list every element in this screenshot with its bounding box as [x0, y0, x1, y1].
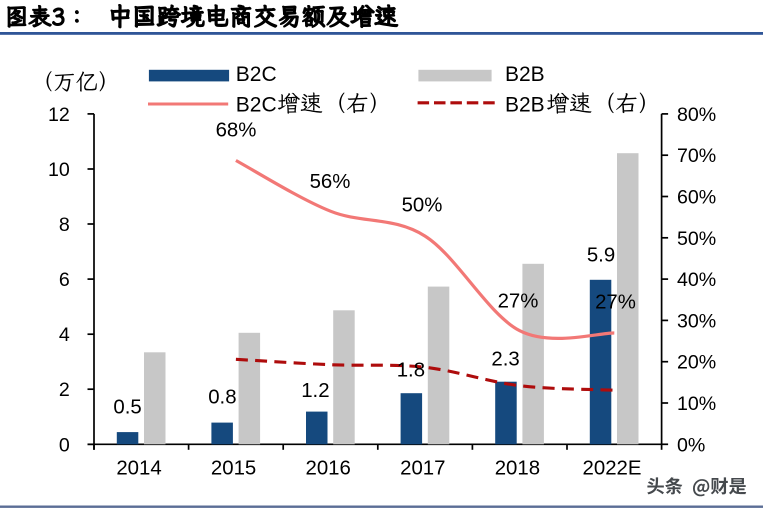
svg-text:0: 0 — [59, 434, 70, 456]
svg-text:2018: 2018 — [495, 458, 540, 480]
svg-text:56%: 56% — [310, 171, 351, 193]
svg-text:10: 10 — [48, 159, 70, 181]
svg-text:27%: 27% — [498, 290, 539, 312]
svg-text:50%: 50% — [677, 228, 716, 250]
svg-text:0.8: 0.8 — [208, 386, 236, 408]
svg-text:60%: 60% — [677, 187, 716, 209]
svg-text:0.5: 0.5 — [113, 397, 141, 419]
svg-text:40%: 40% — [677, 269, 716, 291]
svg-text:2014: 2014 — [116, 458, 161, 480]
svg-text:1.2: 1.2 — [301, 380, 329, 402]
svg-text:68%: 68% — [216, 119, 257, 141]
svg-text:2017: 2017 — [400, 458, 445, 480]
svg-text:2.3: 2.3 — [491, 348, 519, 370]
svg-text:B2B: B2B — [505, 63, 545, 86]
svg-text:5.9: 5.9 — [587, 245, 615, 267]
svg-text:70%: 70% — [677, 145, 716, 167]
svg-text:6: 6 — [59, 269, 70, 291]
svg-text:2: 2 — [59, 379, 70, 401]
svg-text:0%: 0% — [677, 434, 705, 456]
svg-text:2016: 2016 — [306, 458, 351, 480]
svg-text:30%: 30% — [677, 310, 716, 332]
svg-text:4: 4 — [59, 324, 70, 346]
svg-text:B2C: B2C — [236, 63, 277, 86]
svg-text:80%: 80% — [677, 104, 716, 126]
svg-text:2022E: 2022E — [583, 458, 642, 480]
svg-text:10%: 10% — [677, 393, 716, 415]
svg-text:B2C: B2C — [236, 93, 277, 116]
svg-text:20%: 20% — [677, 352, 716, 374]
svg-text:50%: 50% — [402, 195, 443, 217]
svg-text:27%: 27% — [595, 291, 636, 313]
svg-text:8: 8 — [59, 214, 70, 236]
svg-text:12: 12 — [48, 104, 70, 126]
svg-text:2015: 2015 — [211, 458, 256, 480]
svg-text:1.8: 1.8 — [397, 360, 425, 382]
svg-text:B2B: B2B — [505, 93, 545, 116]
